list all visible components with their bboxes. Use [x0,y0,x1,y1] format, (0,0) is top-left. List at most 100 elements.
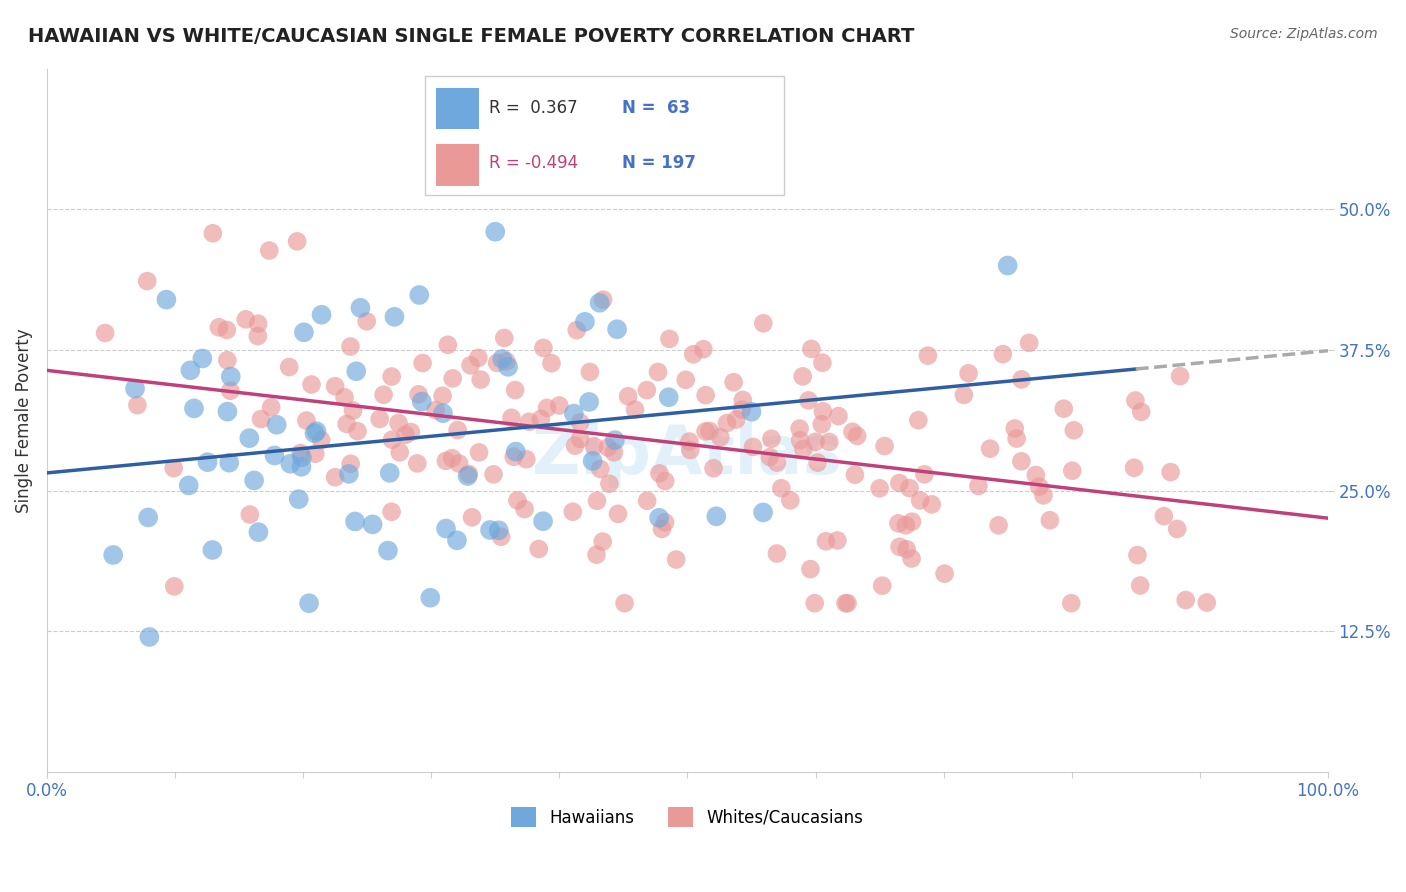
Point [406,456,429,470]
Point [921,497,943,511]
Point [346,424,368,438]
Point [704,509,727,524]
Point [1123,460,1146,475]
Point [606,322,628,336]
Point [592,534,614,549]
Point [432,406,454,420]
Point [138,630,160,644]
Point [695,388,717,402]
Point [301,377,323,392]
Point [827,409,849,423]
Point [803,596,825,610]
Point [695,425,717,439]
Point [197,455,219,469]
Point [1010,454,1032,468]
Point [1032,488,1054,502]
Point [235,312,257,326]
Point [503,383,526,397]
Point [179,363,201,377]
Legend: Hawaiians, Whites/Caucasians: Hawaiians, Whites/Caucasians [505,800,870,834]
Point [716,416,738,430]
Point [561,505,583,519]
Point [596,441,619,455]
Point [337,467,360,481]
Point [530,412,553,426]
Point [136,510,159,524]
Point [506,493,529,508]
Point [957,367,980,381]
Point [191,351,214,366]
Point [967,479,990,493]
Point [361,517,384,532]
Point [548,399,571,413]
Point [305,424,328,438]
Point [163,461,186,475]
Point [381,505,404,519]
Point [384,310,406,324]
Point [896,542,918,557]
Point [870,579,893,593]
Point [766,547,789,561]
Point [844,467,866,482]
Point [789,421,811,435]
Point [494,331,516,345]
Point [565,323,588,337]
Point [636,493,658,508]
Point [1004,421,1026,435]
Point [163,579,186,593]
Point [243,474,266,488]
Point [1005,432,1028,446]
Point [373,388,395,402]
Point [470,373,492,387]
Point [654,516,676,530]
Point [339,457,361,471]
Text: HAWAIIAN VS WHITE/CAUCASIAN SINGLE FEMALE POVERTY CORRELATION CHART: HAWAIIAN VS WHITE/CAUCASIAN SINGLE FEMAL… [28,27,914,45]
Point [766,456,789,470]
Point [834,596,856,610]
Point [658,332,681,346]
Point [742,440,765,454]
Point [917,349,939,363]
Point [339,339,361,353]
Point [177,478,200,492]
Point [569,432,592,446]
Point [800,342,823,356]
Point [1125,393,1147,408]
Point [333,390,356,404]
Point [124,382,146,396]
Point [513,502,536,516]
Point [770,481,793,495]
Point [991,347,1014,361]
Point [536,401,558,415]
Point [841,425,863,439]
Point [434,454,457,468]
Point [304,447,326,461]
Point [979,442,1001,456]
Point [869,481,891,495]
Point [1174,593,1197,607]
Point [814,534,837,549]
Point [636,383,658,397]
Point [201,543,224,558]
Point [381,369,404,384]
Point [259,244,281,258]
Point [583,439,606,453]
Point [388,445,411,459]
Point [247,525,270,540]
Point [699,424,721,438]
Point [285,235,308,249]
Point [907,413,929,427]
Point [654,474,676,488]
Point [515,452,537,467]
Point [323,379,346,393]
Point [1130,405,1153,419]
Point [344,364,367,378]
Point [461,510,484,524]
Point [247,317,270,331]
Point [486,356,509,370]
Text: ZipAtlas: ZipAtlas [533,423,842,489]
Point [898,481,921,495]
Point [682,347,704,361]
Y-axis label: Single Female Poverty: Single Female Poverty [15,328,32,513]
Point [432,389,454,403]
